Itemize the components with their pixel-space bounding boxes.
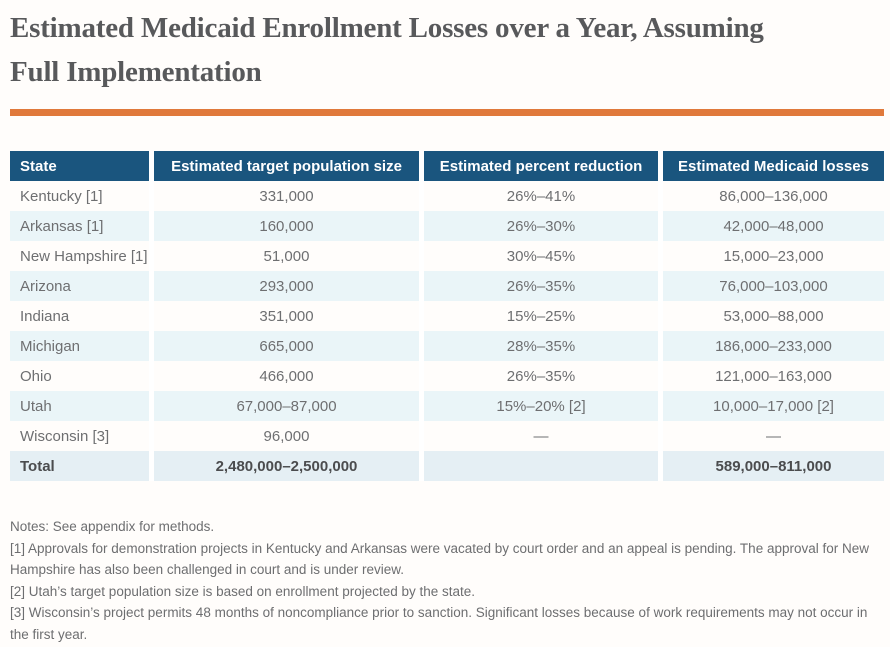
cell-state: Arkansas [1] <box>10 211 149 241</box>
cell-losses: 42,000–48,000 <box>658 211 884 241</box>
page-title: Estimated Medicaid Enrollment Losses ove… <box>10 6 884 94</box>
page-title-line-2: Full Implementation <box>10 56 262 88</box>
page-title-line-1: Estimated Medicaid Enrollment Losses ove… <box>10 12 764 44</box>
column-header-losses: Estimated Medicaid losses <box>658 151 884 181</box>
cell-population: 67,000–87,000 <box>149 391 419 421</box>
cell-state: Kentucky [1] <box>20 187 103 205</box>
column-header-population: Estimated target population size <box>149 151 419 181</box>
cell-losses: 53,000–88,000 <box>658 301 884 331</box>
cell-reduction: 26%–35% <box>419 361 658 391</box>
table-row: Michigan 665,000 28%–35% 186,000–233,000 <box>10 331 884 361</box>
cell-losses: 86,000–136,000 <box>658 181 884 211</box>
cell-population: 160,000 <box>149 211 419 241</box>
cell-losses: 76,000–103,000 <box>658 271 884 301</box>
table-row: Arkansas [1] 160,000 26%–30% 42,000–48,0… <box>10 211 884 241</box>
cell-reduction: 15%–20% [2] <box>419 391 658 421</box>
cell-population: 293,000 <box>149 271 419 301</box>
note-1: [1] Approvals for demonstration projects… <box>10 540 869 578</box>
cell-losses: 15,000–23,000 <box>658 241 884 271</box>
table-row: New Hampshire [1] 51,000 30%–45% 15,000–… <box>10 241 884 271</box>
cell-population: 51,000 <box>149 241 419 271</box>
cell-population: 96,000 <box>149 421 419 451</box>
note-3: [3] Wisconsin’s project permits 48 month… <box>10 605 868 642</box>
cell-state: Indiana <box>20 307 70 325</box>
column-header-reduction: Estimated percent reduction <box>419 151 658 181</box>
cell-total-label: Total <box>10 451 149 481</box>
cell-state: Michigan <box>10 331 149 361</box>
table-row: Wisconsin [3] 96,000 — — <box>10 421 884 451</box>
cell-total-reduction <box>419 451 658 481</box>
cell-reduction: 30%–45% <box>419 241 658 271</box>
cell-state: Ohio <box>20 367 52 385</box>
cell-losses: — <box>658 421 884 451</box>
cell-state: New Hampshire [1] <box>20 247 148 265</box>
cell-losses: 186,000–233,000 <box>658 331 884 361</box>
table-row: Kentucky [1] 331,000 26%–41% 86,000–136,… <box>10 181 884 211</box>
cell-reduction: 26%–30% <box>419 211 658 241</box>
cell-total-population: 2,480,000–2,500,000 <box>149 451 419 481</box>
cell-reduction: 26%–35% <box>419 271 658 301</box>
table-total-row: Total 2,480,000–2,500,000 589,000–811,00… <box>10 451 884 481</box>
cell-population: 466,000 <box>149 361 419 391</box>
cell-population: 351,000 <box>149 301 419 331</box>
cell-state: Arizona <box>10 271 149 301</box>
cell-reduction: — <box>419 421 658 451</box>
cell-losses: 10,000–17,000 [2] <box>658 391 884 421</box>
cell-losses: 121,000–163,000 <box>658 361 884 391</box>
cell-reduction: 26%–41% <box>419 181 658 211</box>
table-header-row: State Estimated target population size E… <box>10 151 884 181</box>
cell-total-losses: 589,000–811,000 <box>658 451 884 481</box>
notes-section: Notes: See appendix for methods. [1] App… <box>10 516 884 645</box>
cell-reduction: 28%–35% <box>419 331 658 361</box>
cell-state: Wisconsin [3] <box>20 427 110 445</box>
table-row: Utah 67,000–87,000 15%–20% [2] 10,000–17… <box>10 391 884 421</box>
cell-state: Utah <box>10 391 149 421</box>
note-2: [2] Utah’s target population size is bas… <box>10 583 476 599</box>
accent-rule <box>10 109 884 116</box>
table-row: Indiana 351,000 15%–25% 53,000–88,000 <box>10 301 884 331</box>
note-methods: Notes: See appendix for methods. <box>10 519 215 534</box>
table-row: Arizona 293,000 26%–35% 76,000–103,000 <box>10 271 884 301</box>
column-header-state: State <box>10 151 149 181</box>
cell-population: 665,000 <box>149 331 419 361</box>
cell-population: 331,000 <box>149 181 419 211</box>
medicaid-losses-table: State Estimated target population size E… <box>10 151 884 481</box>
cell-reduction: 15%–25% <box>419 301 658 331</box>
table-row: Ohio 466,000 26%–35% 121,000–163,000 <box>10 361 884 391</box>
